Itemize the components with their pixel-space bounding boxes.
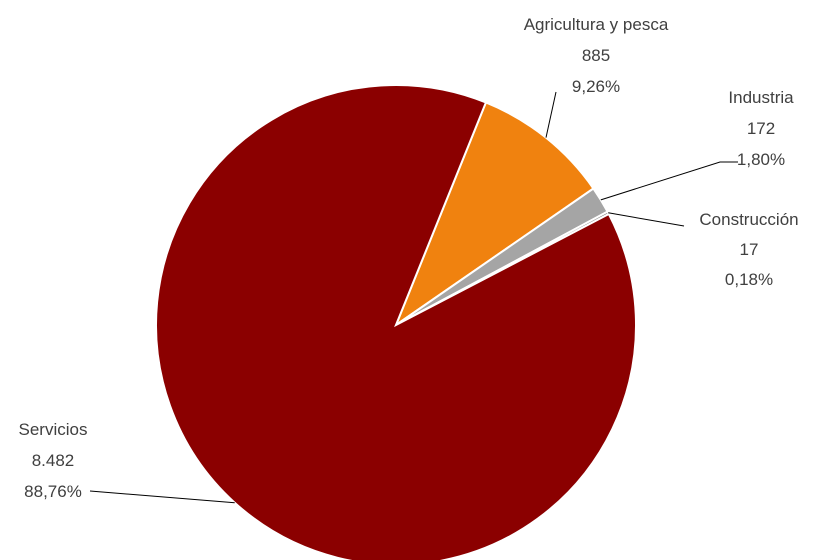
leader-line-agricultura [545,91,557,138]
data-label-construccion: Construcción 17 0,18% [699,210,798,289]
leader-line-servicios [89,490,235,504]
value-label: 8.482 [32,451,75,470]
value-label: 17 [740,240,759,259]
pie-slices [155,84,638,560]
percent-label: 0,18% [725,270,773,289]
category-label: Agricultura y pesca [524,15,669,34]
data-label-servicios: Servicios 8.482 88,76% [19,420,88,501]
percent-label: 9,26% [572,77,620,96]
data-label-agricultura: Agricultura y pesca 885 9,26% [524,15,669,96]
value-label: 885 [582,46,610,65]
value-label: 172 [747,119,775,138]
leader-line-construccion [608,212,685,227]
leader-lines [89,91,738,504]
category-label: Servicios [19,420,88,439]
percent-label: 88,76% [24,482,82,501]
leader-line-industria [600,161,738,201]
pie-slice-servicios [155,84,638,560]
data-label-industria: Industria 172 1,80% [728,88,794,169]
category-label: Construcción [699,210,798,229]
pie-slice-agricultura [393,101,595,328]
category-label: Industria [728,88,794,107]
percent-label: 1,80% [737,150,785,169]
